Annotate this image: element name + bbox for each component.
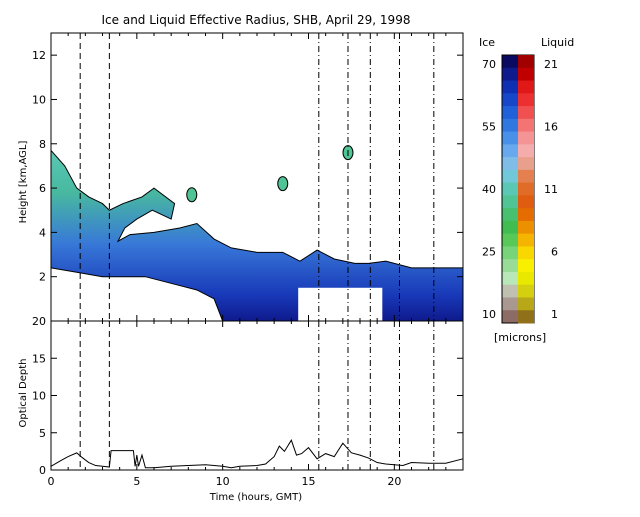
y-tick-label: 0	[39, 464, 46, 477]
colorbar-liquid-swatch	[518, 246, 534, 260]
colorbar-ice-tick: 10	[482, 308, 496, 321]
colorbar-ice-swatch	[502, 182, 518, 196]
optical-depth-panel: 0 5 10 15 20	[32, 315, 464, 477]
colorbar-liquid-swatch	[518, 259, 534, 273]
y-tick-label: 2	[39, 271, 46, 284]
colorbar-ice-title: Ice	[479, 36, 495, 49]
colorbar-ice-swatch	[502, 284, 518, 298]
colorbar-liquid-swatch	[518, 182, 534, 196]
colorbar-ice-swatch	[502, 118, 518, 133]
colorbar-ice-swatch	[502, 195, 518, 209]
y-tick-label: 6	[39, 182, 46, 195]
colorbar-ice-swatch	[502, 80, 518, 94]
colorbar-ice-swatch	[502, 259, 518, 273]
y-tick-label: 10	[32, 93, 46, 106]
colorbar-ice-swatch	[502, 310, 518, 324]
chart-title: Ice and Liquid Effective Radius, SHB, Ap…	[102, 13, 411, 27]
y-tick-label: 12	[32, 49, 46, 62]
x-axis-label: Time (hours, GMT)	[209, 492, 303, 503]
colorbar-liquid-swatch	[518, 169, 534, 184]
effective-radius-panel: 2 4 6 8 10 12	[32, 32, 464, 322]
y-axis-label-optical-depth: Optical Depth	[18, 359, 29, 428]
cloud-radius-field	[51, 149, 463, 321]
isolated-cloud-patch	[186, 187, 198, 203]
colorbar-ice-swatch	[502, 67, 518, 82]
colorbar-liquid-swatch	[518, 106, 534, 120]
colorbar-ice-tick: 40	[482, 183, 496, 196]
colorbar-ice-swatch	[502, 157, 518, 171]
colorbar-ice-tick: 25	[482, 246, 496, 259]
colorbar-ice-swatch	[502, 208, 518, 222]
colorbar-liquid-swatch	[518, 55, 534, 69]
colorbar-liquid-swatch	[518, 271, 534, 286]
colorbar-liquid-swatch	[518, 220, 534, 235]
colorbar-ice-swatch	[502, 55, 518, 69]
colorbar-liquid-tick: 16	[544, 121, 558, 134]
colorbar-ice-swatch	[502, 144, 518, 158]
y-axis-label-height: Height [km,AGL]	[18, 141, 29, 224]
no-data-region	[298, 287, 383, 321]
optical-depth-line	[50, 439, 464, 469]
colorbar-liquid-swatch	[518, 297, 534, 311]
colorbar-liquid-swatch	[518, 310, 534, 324]
colorbar-liquid-swatch	[518, 67, 534, 82]
colorbar-ice-swatch	[502, 220, 518, 235]
colorbar-ice-tick: 55	[482, 121, 496, 134]
colorbar-liquid-swatch	[518, 208, 534, 222]
colorbar-liquid-tick: 21	[544, 58, 558, 71]
colorbar-liquid-swatch	[518, 195, 534, 209]
y-tick-label: 5	[39, 427, 46, 440]
y-tick-label: 15	[32, 352, 46, 365]
x-tick-label: 5	[133, 475, 140, 488]
colorbar-ice-swatch	[502, 233, 518, 247]
colorbar-liquid-swatch	[518, 157, 534, 171]
y-tick-label: 8	[39, 138, 46, 151]
colorbar-ice-swatch	[502, 246, 518, 260]
colorbar-ice-swatch	[502, 131, 518, 145]
y-tick-label: 4	[39, 226, 46, 239]
x-tick-label: 20	[387, 475, 401, 488]
colorbar-liquid-title: Liquid	[541, 36, 574, 49]
colorbar-ice-swatch	[502, 169, 518, 184]
colorbar-ice-swatch	[502, 106, 518, 120]
colorbar-liquid-swatch	[518, 131, 534, 145]
colorbar-liquid-swatch	[518, 118, 534, 133]
colorbar-ice-swatch	[502, 271, 518, 286]
colorbar-liquid-tick: 6	[551, 246, 558, 259]
colorbar-liquid-tick: 1	[551, 308, 558, 321]
colorbar-liquid-swatch	[518, 233, 534, 247]
colorbar-liquid-swatch	[518, 144, 534, 158]
colorbar-liquid-swatch	[518, 80, 534, 94]
colorbar-liquid-swatch	[518, 93, 534, 107]
optical-depth-frame	[50, 320, 464, 471]
y-tick-label: 10	[32, 390, 46, 403]
x-tick-label: 0	[48, 475, 55, 488]
colorbar-ice-swatch	[502, 297, 518, 311]
isolated-cloud-patch	[277, 176, 289, 192]
x-tick-label: 15	[302, 475, 316, 488]
x-tick-label: 10	[216, 475, 230, 488]
colorbar-ice-swatch	[502, 93, 518, 107]
colorbar: Ice Liquid 70 21 55 16 40 11 25 6 10 1 [microns]	[479, 36, 574, 344]
colorbar-liquid-tick: 11	[544, 183, 558, 196]
colorbar-units-label: [microns]	[494, 331, 546, 344]
y-tick-label: 20	[32, 315, 46, 328]
colorbar-ice-tick: 70	[482, 58, 496, 71]
colorbar-liquid-swatch	[518, 284, 534, 298]
